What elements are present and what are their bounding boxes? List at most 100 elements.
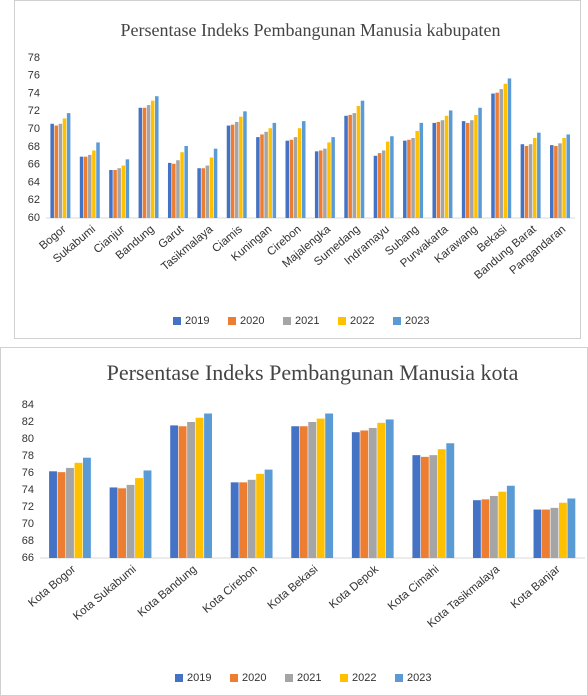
bar <box>178 426 187 558</box>
bar <box>293 137 298 218</box>
bar <box>226 125 231 218</box>
legend-label: 2021 <box>295 315 319 327</box>
bar <box>308 422 317 558</box>
x-tick-label: Tasikmalaya <box>159 223 216 273</box>
bar <box>291 426 300 558</box>
bar <box>92 150 96 218</box>
y-tick-label: 74 <box>28 87 40 99</box>
legend-label: 2023 <box>407 672 431 684</box>
bar <box>507 78 512 218</box>
bar <box>289 139 294 218</box>
bar <box>264 469 273 558</box>
bar <box>113 170 117 218</box>
bar <box>532 138 537 218</box>
bar <box>204 413 212 558</box>
bar <box>62 118 67 218</box>
bar <box>528 144 533 218</box>
bar <box>126 484 135 558</box>
bar <box>187 422 196 558</box>
bar <box>436 122 441 218</box>
bar <box>109 487 118 558</box>
bar <box>360 430 369 558</box>
bar <box>180 152 184 218</box>
bar <box>499 89 503 218</box>
bar <box>209 157 214 218</box>
bar <box>351 432 360 558</box>
x-tick-label: Kota Bogor <box>26 563 78 609</box>
bar <box>299 426 308 558</box>
legend-swatch <box>395 674 403 682</box>
x-tick-label: Kota Cirebon <box>201 563 260 615</box>
x-tick-label: Kota Sukabumi <box>71 563 138 622</box>
bar <box>170 425 179 558</box>
bar <box>176 160 180 218</box>
bar <box>429 455 438 558</box>
bar <box>344 115 348 218</box>
bar <box>143 470 152 558</box>
bar <box>448 110 453 218</box>
bar <box>327 142 331 218</box>
bar <box>567 498 576 558</box>
bar <box>470 120 474 218</box>
legend-swatch <box>340 674 348 682</box>
bar <box>268 128 272 218</box>
bar <box>230 124 235 218</box>
bar <box>352 113 357 218</box>
bar <box>256 473 265 558</box>
bar <box>461 121 466 218</box>
bar <box>489 495 498 558</box>
bar <box>205 165 210 218</box>
bar <box>550 145 554 218</box>
bar <box>57 472 66 558</box>
bar <box>314 151 319 218</box>
legend-swatch <box>283 317 291 325</box>
legend-label: 2022 <box>350 315 374 327</box>
bar <box>150 100 155 218</box>
bar <box>195 417 204 558</box>
x-tick-label: Kota Banjar <box>509 563 563 611</box>
bar <box>234 122 239 218</box>
bar <box>558 502 567 558</box>
bar <box>323 148 327 218</box>
bar <box>138 107 143 218</box>
bar <box>524 146 529 218</box>
bar <box>381 150 386 218</box>
bar <box>491 93 495 218</box>
bar <box>498 491 507 558</box>
legend-label: 2020 <box>240 315 264 327</box>
y-tick-label: 74 <box>22 484 34 496</box>
bar <box>79 156 84 218</box>
bar <box>319 150 323 218</box>
bar <box>503 83 508 219</box>
bar <box>125 159 130 218</box>
bar <box>415 130 419 218</box>
x-tick-label: Kota Bandung <box>136 563 200 619</box>
bar <box>301 121 306 218</box>
legend-swatch <box>393 317 401 325</box>
y-tick-label: 66 <box>28 159 40 171</box>
bar <box>506 485 515 558</box>
legend-swatch <box>228 317 236 325</box>
bar <box>419 122 424 218</box>
bar <box>142 107 147 218</box>
y-tick-label: 72 <box>22 501 34 513</box>
bar <box>66 113 71 218</box>
bar <box>260 134 264 218</box>
bar <box>135 478 143 558</box>
x-tick-label: Kota Cimahi <box>386 563 442 612</box>
bar <box>550 507 559 558</box>
bar <box>155 96 159 218</box>
bar <box>247 479 256 558</box>
y-tick-label: 76 <box>22 467 34 479</box>
legend-swatch <box>230 674 238 682</box>
bar <box>243 111 247 218</box>
bar <box>385 419 394 558</box>
bar <box>386 141 390 218</box>
bar <box>256 137 260 218</box>
y-tick-label: 70 <box>22 518 34 530</box>
bar <box>377 153 382 218</box>
bar <box>444 115 449 218</box>
y-tick-label: 60 <box>28 212 40 224</box>
x-tick-label: Kota Depok <box>327 563 381 611</box>
